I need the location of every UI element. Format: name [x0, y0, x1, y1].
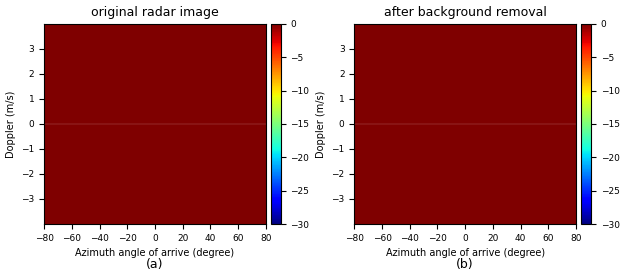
Title: after background removal: after background removal	[384, 6, 546, 18]
Y-axis label: Doppler (m/s): Doppler (m/s)	[6, 90, 16, 158]
Text: (b): (b)	[456, 258, 474, 271]
X-axis label: Azimuth angle of arrive (degree): Azimuth angle of arrive (degree)	[386, 248, 545, 258]
Text: (a): (a)	[146, 258, 164, 271]
Y-axis label: Doppler (m/s): Doppler (m/s)	[316, 90, 326, 158]
Title: original radar image: original radar image	[91, 6, 219, 18]
X-axis label: Azimuth angle of arrive (degree): Azimuth angle of arrive (degree)	[75, 248, 235, 258]
